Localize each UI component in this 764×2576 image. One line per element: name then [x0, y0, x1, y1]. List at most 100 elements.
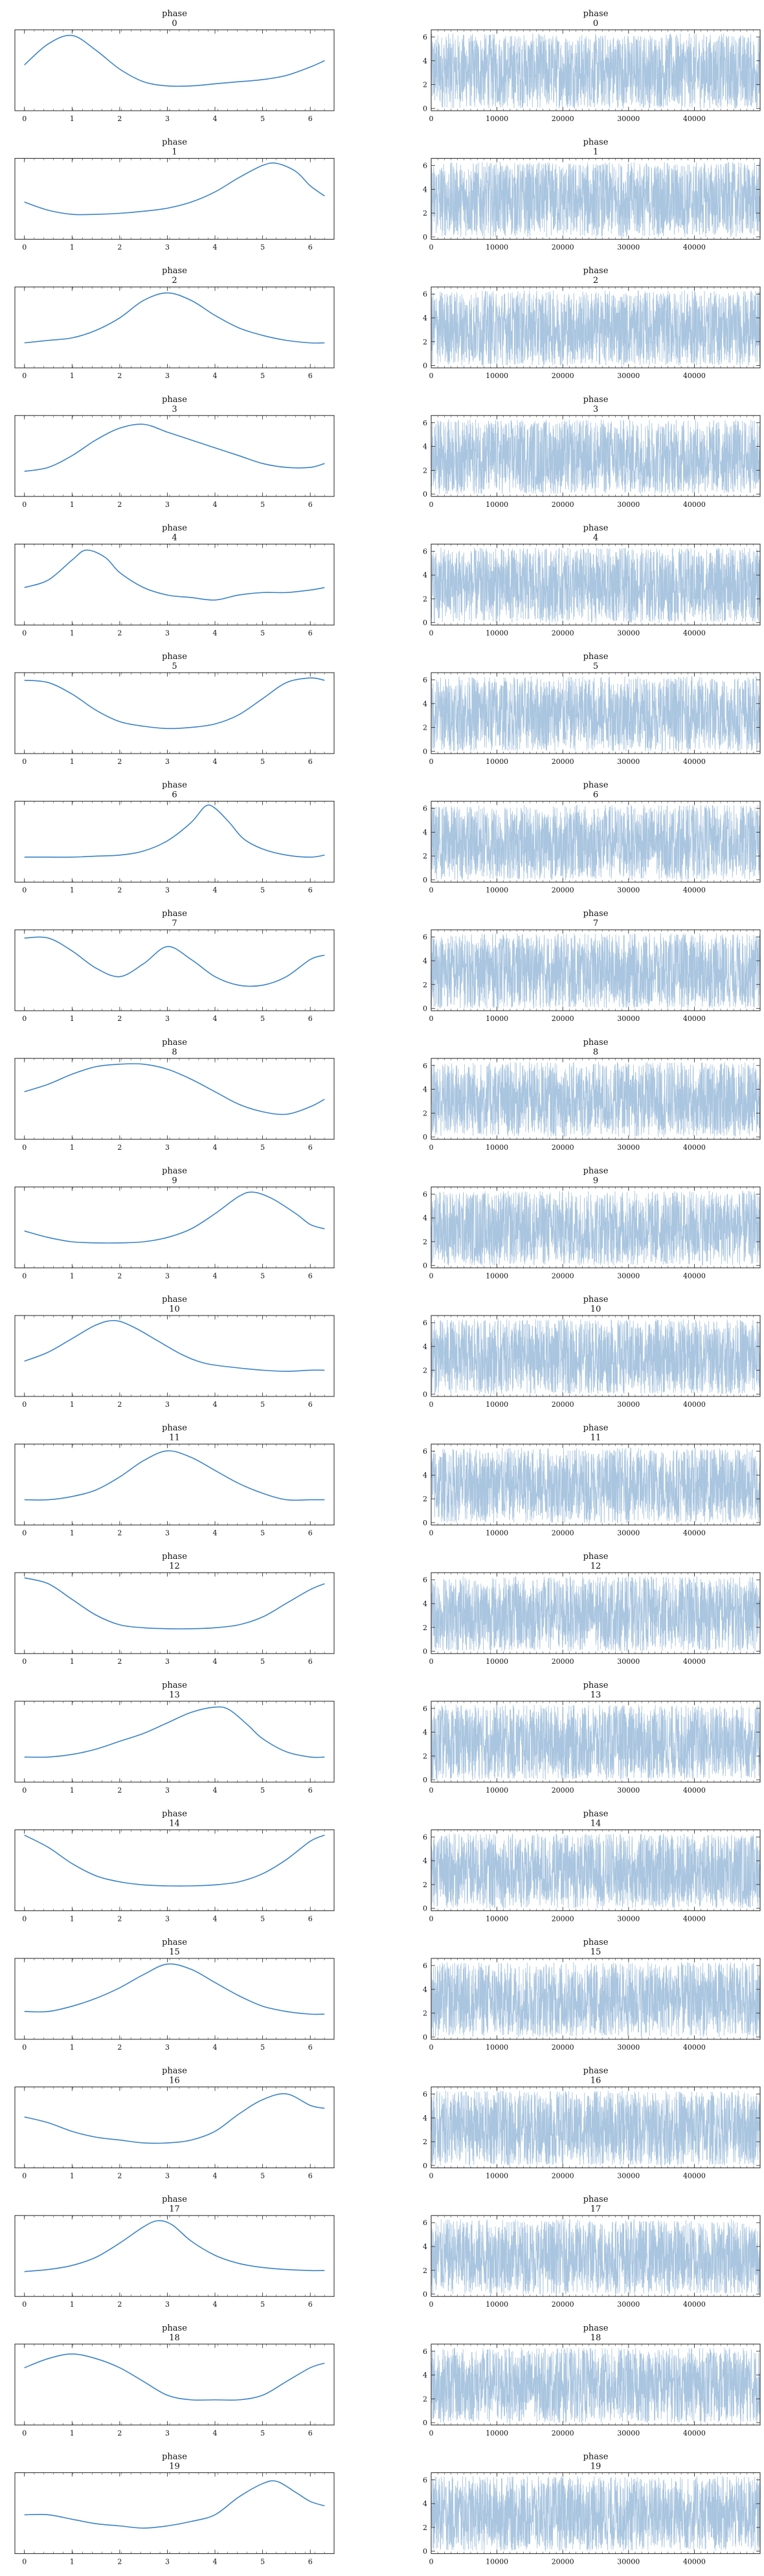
trace-y-tick-label: 4 — [423, 957, 427, 965]
kde-x-tick-label: 6 — [308, 2043, 313, 2052]
trace-x-tick-label: 30000 — [617, 2557, 640, 2566]
kde-x-tick-label: 1 — [70, 2429, 74, 2437]
trace-x-tick-label: 20000 — [552, 629, 574, 637]
kde-x-tick-label: 6 — [308, 886, 313, 895]
kde-x-tick-label: 6 — [308, 1143, 313, 1152]
trace-y-tick-label: 2 — [423, 2395, 427, 2403]
kde-x-tick-label: 1 — [70, 1914, 74, 1923]
kde-x-tick-label: 1 — [70, 1271, 74, 1280]
trace-y-tick-label: 4 — [423, 443, 427, 451]
kde-x-tick-label: 4 — [213, 757, 218, 766]
kde-x-tick-label: 5 — [260, 372, 265, 380]
trace-line — [431, 1833, 761, 1909]
kde-x-tick-label: 4 — [213, 1143, 218, 1152]
trace-y-tick-label: 2 — [423, 1752, 427, 1760]
panel-title-variable: phase — [162, 2324, 187, 2333]
kde-x-tick-label: 1 — [70, 2557, 74, 2566]
kde-line — [24, 1450, 325, 1501]
panel-title-index: 18 — [169, 2333, 180, 2343]
trace-x-tick-label: 40000 — [683, 886, 706, 895]
kde-line — [24, 34, 325, 87]
kde-x-tick-label: 6 — [308, 1786, 313, 1795]
trace-y-tick-label: 4 — [423, 700, 427, 708]
panel-title-variable: phase — [583, 1038, 609, 1047]
kde-x-tick-label: 4 — [213, 629, 218, 637]
trace-x-tick-label: 40000 — [683, 500, 706, 509]
kde-x-tick-label: 6 — [308, 1014, 313, 1023]
trace-y-tick-label: 2 — [423, 981, 427, 989]
trace-x-tick-label: 40000 — [683, 1914, 706, 1923]
panel-title-index: 8 — [593, 1047, 598, 1057]
trace-y-tick-label: 2 — [423, 2138, 427, 2146]
trace-x-tick-label: 30000 — [617, 1014, 640, 1023]
kde-line — [24, 2353, 325, 2401]
panel-title-index: 6 — [593, 790, 598, 800]
trace-x-tick-label: 40000 — [683, 2172, 706, 2180]
trace-x-tick-label: 30000 — [617, 2429, 640, 2437]
kde-line — [24, 1191, 325, 1244]
trace-y-tick-label: 2 — [423, 338, 427, 346]
panel-title-variable: phase — [583, 2452, 609, 2461]
trace-y-tick-label: 4 — [423, 57, 427, 65]
panel-title-index: 0 — [172, 19, 177, 28]
kde-x-tick-label: 2 — [117, 1529, 122, 1538]
kde-x-tick-label: 3 — [165, 2172, 170, 2180]
trace-x-tick-label: 40000 — [683, 115, 706, 123]
kde-axes-frame — [14, 2344, 335, 2426]
trace-x-tick-label: 20000 — [552, 1014, 574, 1023]
kde-x-tick-label: 3 — [165, 757, 170, 766]
kde-x-tick-label: 6 — [308, 115, 313, 123]
trace-y-tick-label: 6 — [423, 2219, 427, 2227]
trace-y-tick-label: 0 — [423, 1648, 427, 1656]
panel-title-index: 2 — [593, 276, 598, 286]
kde-x-tick-label: 4 — [213, 243, 218, 252]
panel-title-variable: phase — [162, 1166, 187, 1176]
trace-x-tick-label: 30000 — [617, 1143, 640, 1152]
trace-x-tick-label: 10000 — [486, 1014, 508, 1023]
kde-x-tick-label: 0 — [22, 757, 27, 766]
kde-x-tick-label: 3 — [165, 1914, 170, 1923]
trace-y-tick-label: 0 — [423, 490, 427, 498]
trace-y-tick-label: 6 — [423, 1576, 427, 1584]
panel-title-variable: phase — [162, 1809, 187, 1819]
kde-x-tick-label: 3 — [165, 629, 170, 637]
trace-y-tick-label: 2 — [423, 1238, 427, 1246]
trace-y-tick-label: 0 — [423, 1133, 427, 1141]
kde-x-tick-label: 0 — [22, 1529, 27, 1538]
panel-title-variable: phase — [583, 138, 609, 148]
panel-title-index: 1 — [593, 148, 598, 157]
trace-y-tick-label: 0 — [423, 1905, 427, 1913]
panel-title-index: 13 — [169, 1690, 180, 1700]
kde-x-tick-label: 6 — [308, 757, 313, 766]
trace-x-tick-label: 0 — [429, 2043, 434, 2052]
panel-title-variable: phase — [162, 1038, 187, 1047]
panel-title-variable: phase — [583, 1552, 609, 1562]
kde-axes-frame — [14, 1958, 335, 2040]
kde-x-tick-label: 0 — [22, 243, 27, 252]
panel-title-variable: phase — [583, 1938, 609, 1947]
panel-title-index: 7 — [172, 919, 177, 928]
trace-x-tick-label: 10000 — [486, 1271, 508, 1280]
trace-x-tick-label: 10000 — [486, 1143, 508, 1152]
kde-x-tick-label: 3 — [165, 2557, 170, 2566]
panel-title-variable: phase — [162, 395, 187, 405]
kde-x-tick-label: 2 — [117, 2172, 122, 2180]
kde-x-tick-label: 0 — [22, 1786, 27, 1795]
kde-x-tick-label: 1 — [70, 115, 74, 123]
trace-y-tick-label: 6 — [423, 1319, 427, 1327]
trace-y-tick-label: 4 — [423, 1729, 427, 1737]
